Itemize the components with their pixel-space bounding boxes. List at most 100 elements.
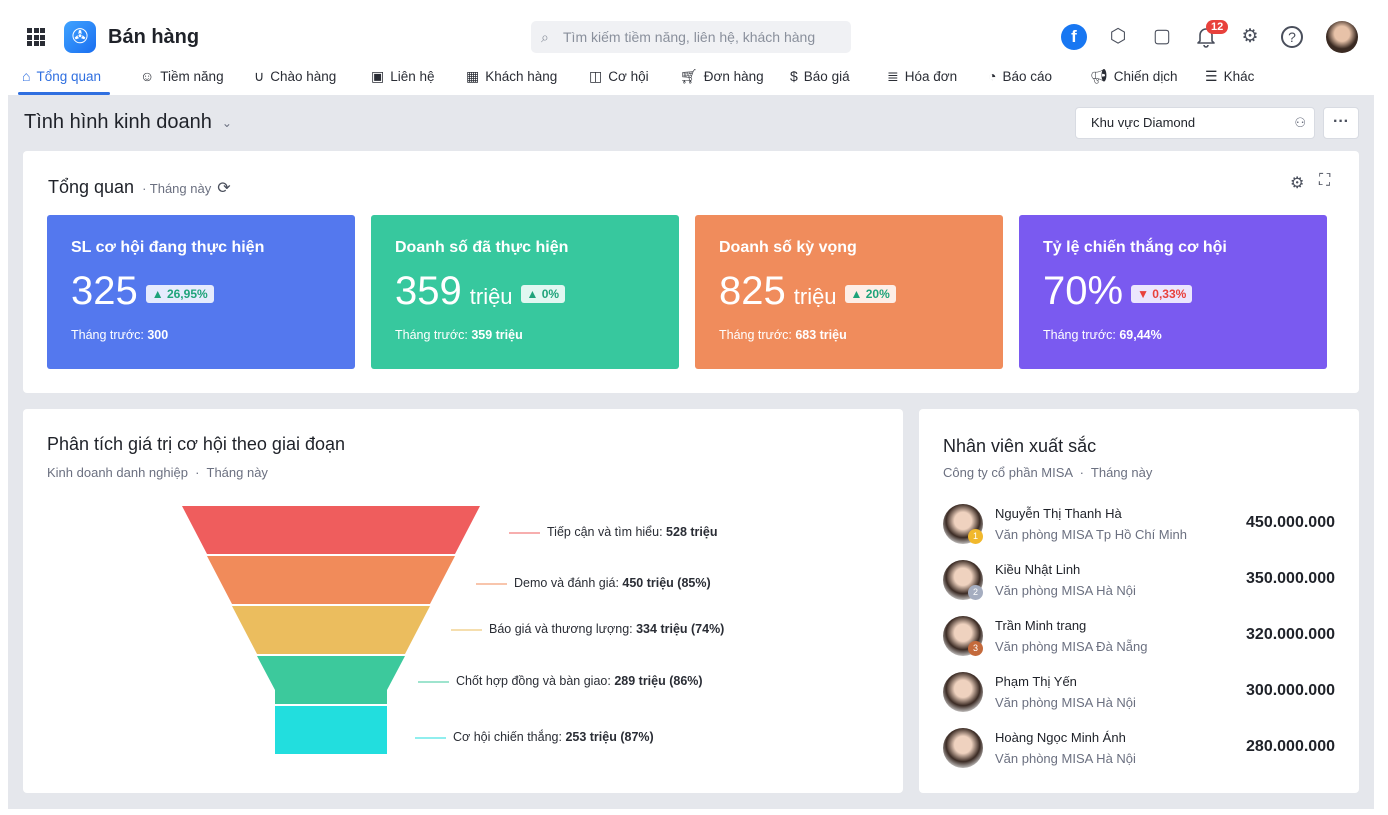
employee-row[interactable]: Phạm Thị Yến Văn phòng MISA Hà Nội 300.000…: [943, 672, 1343, 716]
employee-name: Phạm Thị Yến: [995, 674, 1077, 689]
funnel-label: Chốt hợp đồng và bàn giao: 289 triệu (86…: [456, 674, 703, 688]
app-title: Bán hàng: [108, 26, 200, 48]
funnel-stage-value: 528 triệu: [666, 525, 718, 539]
tab-5[interactable]: ◫ Cơ hội: [589, 66, 649, 86]
funnel-label: Cơ hội chiến thắng: 253 triệu (87%): [453, 730, 654, 744]
kpi-prev-label: Tháng trước:: [395, 328, 472, 342]
funnel-chart: [182, 506, 540, 754]
employee-row[interactable]: 1 Nguyễn Thị Thanh Hà Văn phòng MISA Tp Hồ…: [943, 504, 1343, 548]
tab-label: Đơn hàng: [703, 68, 764, 84]
employee-row[interactable]: Hoàng Ngọc Minh Ánh Văn phòng MISA Hà Nội…: [943, 728, 1343, 772]
tab-label: Chiến dịch: [1113, 68, 1178, 84]
employee-office: Văn phòng MISA Hà Nội: [995, 695, 1136, 710]
tab-9[interactable]: ◔ Báo cáo: [988, 66, 1052, 86]
expand-icon[interactable]: ⛶: [1319, 172, 1331, 189]
tab-label: Báo cáo: [1002, 68, 1053, 84]
overview-title: Tổng quan: [48, 177, 135, 197]
overview-header: Tổng quan · Tháng này ⟳: [48, 177, 231, 198]
funnel-segment[interactable]: [207, 556, 455, 604]
overview-period-group: · Tháng này ⟳: [142, 178, 231, 198]
search-placeholder: Tìm kiếm tiềm năng, liên hệ, khách hàng: [563, 29, 816, 45]
tab-label: Khách hàng: [485, 68, 558, 84]
tab-label: Cơ hội: [608, 68, 649, 84]
kpi-prev-label: Tháng trước:: [71, 328, 148, 342]
employee-name: Trần Minh trang: [995, 618, 1087, 633]
kpi-value: 70%: [1043, 269, 1124, 313]
tab-1[interactable]: ☺ Tiềm năng: [140, 66, 224, 86]
employee-row[interactable]: 2 Kiều Nhật Linh Văn phòng MISA Hà Nội 350.…: [943, 560, 1343, 604]
funnel-segment[interactable]: [182, 506, 480, 554]
help-icon[interactable]: ?: [1281, 26, 1303, 48]
tab-0[interactable]: ⌂ Tổng quan: [22, 66, 101, 86]
search-icon: ⌕: [541, 29, 549, 45]
kpi-prev-value: 359 triệu: [471, 328, 523, 342]
user-avatar[interactable]: [1326, 21, 1358, 53]
kpi-card[interactable]: Doanh số đã thực hiện 359 triệu ▲ 0% Tháng t…: [371, 215, 679, 369]
facebook-icon[interactable]: f: [1061, 24, 1087, 50]
kpi-change-badge: ▲ 20%: [844, 285, 896, 303]
home-icon: ⌂: [22, 68, 31, 84]
funnel-segment[interactable]: [232, 606, 430, 654]
package-search-icon[interactable]: ⬡: [1109, 26, 1127, 47]
kpi-value: 359: [395, 269, 462, 313]
kpi-title: SL cơ hội đang thực hiện: [71, 239, 265, 256]
rank-medal-icon: 2: [968, 585, 983, 600]
employees-subtitle: Công ty cổ phần MISA · Tháng này: [943, 465, 1153, 480]
funnel-stage-name: Báo giá và thương lượng:: [489, 622, 637, 636]
region-select[interactable]: Khu vực Diamond ⚇: [1075, 107, 1315, 139]
active-tab-indicator: [18, 92, 110, 95]
kpi-card[interactable]: Tỷ lệ chiến thắng cơ hội 70% ▼ 0,33% Tháng …: [1019, 215, 1327, 369]
employee-row[interactable]: 3 Trần Minh trang Văn phòng MISA Đà Nẵng 32…: [943, 616, 1343, 660]
app-grid-icon[interactable]: [27, 28, 45, 46]
funnel-segment[interactable]: [275, 706, 387, 754]
kpi-unit: triệu: [793, 284, 837, 309]
search-input[interactable]: ⌕ Tìm kiếm tiềm năng, liên hệ, khách hàng: [531, 21, 851, 53]
refresh-icon[interactable]: ⟳: [217, 180, 231, 197]
kpi-card[interactable]: SL cơ hội đang thực hiện 325 ▲ 26,95% Tháng…: [47, 215, 355, 369]
kpi-title: Doanh số đã thực hiện: [395, 239, 569, 256]
tab-2[interactable]: ∪ Chào hàng: [254, 66, 336, 86]
employee-amount: 280.000.000: [1246, 738, 1335, 755]
tab-label: Liên hệ: [390, 68, 435, 84]
user-circle-icon: ☺: [140, 68, 155, 84]
menu-icon: ☰: [1205, 67, 1218, 84]
tab-3[interactable]: ▣ Liên hệ: [371, 66, 435, 86]
tab-label: Chào hàng: [270, 68, 337, 84]
megaphone-icon: 📢︎: [1090, 67, 1108, 84]
employee-office: Văn phòng MISA Đà Nẵng: [995, 639, 1148, 654]
kpi-change-badge: ▲ 26,95%: [145, 285, 214, 303]
employee-office: Văn phòng MISA Tp Hồ Chí Minh: [995, 527, 1187, 542]
more-button[interactable]: ···: [1323, 107, 1359, 139]
calendar-icon[interactable]: ▢: [1153, 26, 1171, 47]
funnel-title: Phân tích giá trị cơ hội theo giai đoạn: [47, 434, 345, 454]
employee-amount: 320.000.000: [1246, 626, 1335, 643]
building-icon: ▦: [466, 67, 480, 84]
tab-label: Khác: [1223, 68, 1255, 84]
kpi-unit: triệu: [469, 284, 513, 309]
app-logo: ✇: [64, 21, 96, 53]
wallet-icon: ◫: [589, 67, 603, 84]
employee-name: Nguyễn Thị Thanh Hà: [995, 506, 1122, 521]
employee-office: Văn phòng MISA Hà Nội: [995, 583, 1136, 598]
settings-icon[interactable]: ⚙: [1290, 175, 1305, 192]
funnel-stage-value: 253 triệu (87%): [565, 730, 654, 744]
tab-11[interactable]: ☰ Khác: [1205, 66, 1254, 86]
funnel-stage-value: 450 triệu (85%): [622, 576, 711, 590]
tab-label: Tổng quan: [36, 68, 102, 84]
tab-6[interactable]: 🛒︎ Đơn hàng: [680, 66, 764, 86]
employee-name: Hoàng Ngọc Minh Ánh: [995, 730, 1126, 745]
tab-4[interactable]: ▦ Khách hàng: [466, 66, 557, 86]
tab-label: Báo giá: [803, 68, 850, 84]
magnet-icon: ∪: [254, 67, 265, 84]
chevron-down-icon: ⌄: [221, 115, 232, 130]
gear-icon[interactable]: ⚙: [1241, 26, 1259, 47]
kpi-value: 825: [719, 269, 786, 313]
tab-label: Tiềm năng: [160, 68, 224, 84]
page-title[interactable]: Tình hình kinh doanh ⌄: [24, 111, 232, 134]
funnel-segment[interactable]: [257, 656, 405, 704]
kpi-prev-label: Tháng trước:: [719, 328, 796, 342]
tab-8[interactable]: ≣ Hóa đơn: [887, 66, 957, 86]
tab-10[interactable]: 📢︎ Chiến dịch: [1090, 66, 1178, 86]
kpi-card[interactable]: Doanh số kỳ vọng 825 triệu ▲ 20% Tháng trước…: [695, 215, 1003, 369]
tab-7[interactable]: $ Báo giá: [790, 66, 850, 86]
